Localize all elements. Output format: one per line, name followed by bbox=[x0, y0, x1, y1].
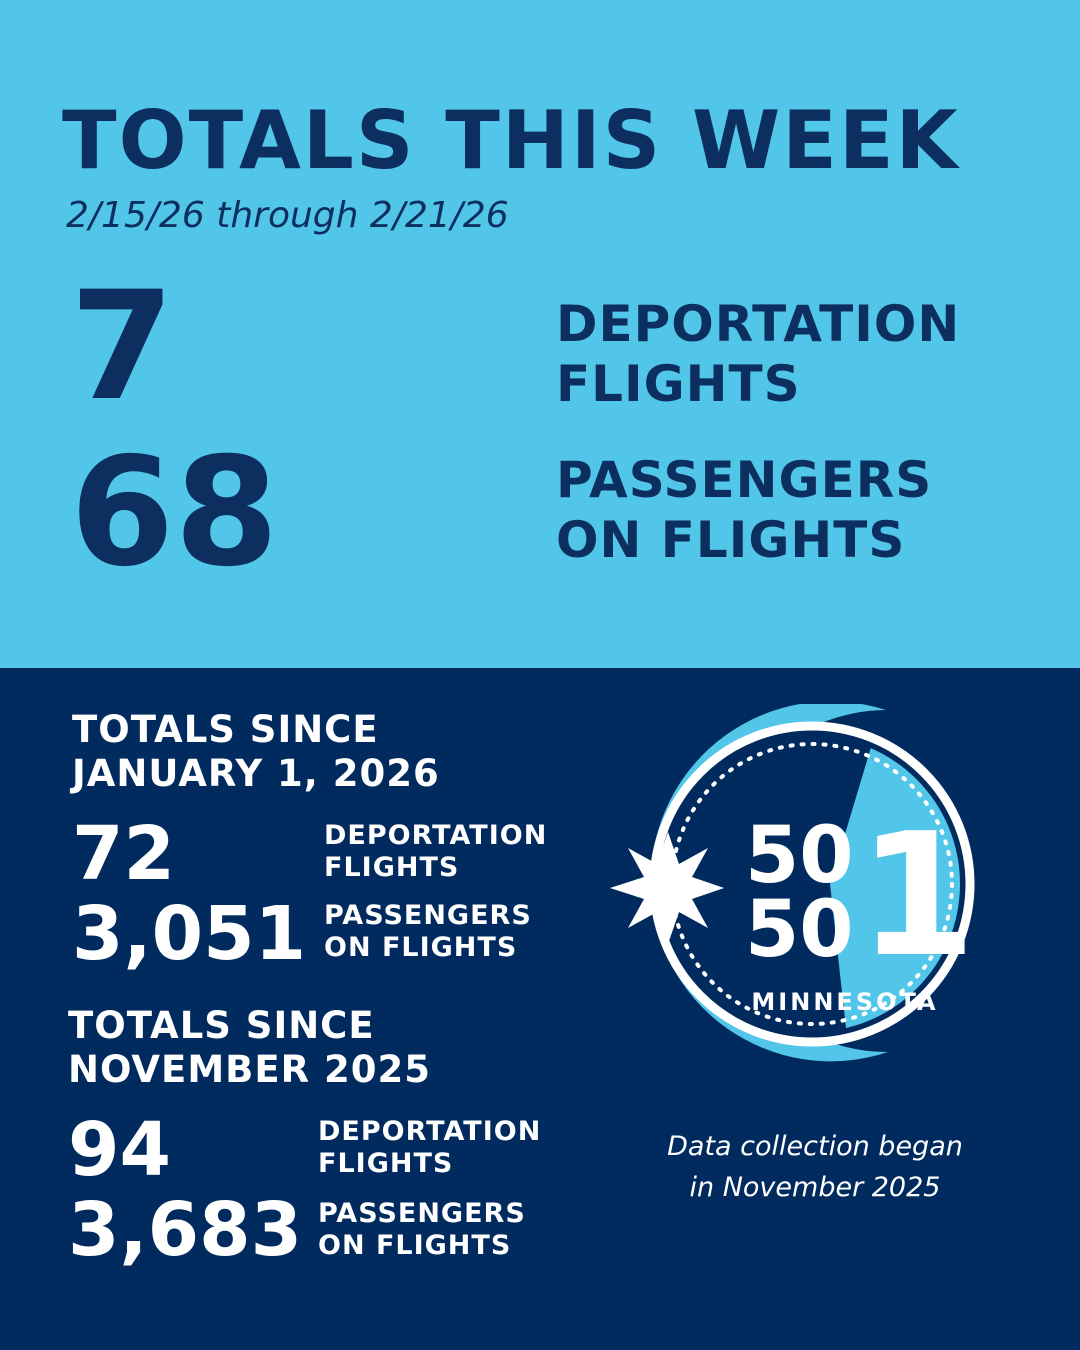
since-january-flights-count: 72 bbox=[72, 811, 175, 897]
logo-state-name: MINNESOTA bbox=[751, 988, 938, 1016]
north-star-icon bbox=[610, 832, 724, 944]
since-november-flights-label: DEPORTATION FLIGHTS bbox=[318, 1116, 542, 1179]
logo-digits-top: 50 bbox=[745, 811, 854, 901]
weekly-totals-panel: TOTALS THIS WEEK 2/15/26 through 2/21/26… bbox=[0, 0, 1080, 668]
weekly-flights-count: 7 bbox=[70, 260, 175, 434]
weekly-passengers-count: 68 bbox=[70, 426, 279, 600]
since-november-heading: TOTALS SINCE NOVEMBER 2025 bbox=[68, 1004, 431, 1091]
weekly-passengers-label: PASSENGERS ON FLIGHTS bbox=[556, 451, 933, 569]
logo-wedge bbox=[830, 736, 960, 1032]
cumulative-totals-panel: TOTALS SINCE JANUARY 1, 2026 72 DEPORTAT… bbox=[0, 668, 1080, 1350]
since-january-passengers-count: 3,051 bbox=[72, 891, 307, 977]
weekly-title: TOTALS THIS WEEK bbox=[62, 94, 960, 187]
50501-minnesota-logo: 50 50 1 MINNESOTA bbox=[610, 704, 976, 1062]
since-january-passengers-label: PASSENGERS ON FLIGHTS bbox=[324, 900, 532, 963]
since-january-heading: TOTALS SINCE JANUARY 1, 2026 bbox=[72, 708, 440, 795]
weekly-date-range: 2/15/26 through 2/21/26 bbox=[66, 195, 509, 236]
logo-digit-large: 1 bbox=[858, 797, 976, 995]
logo-digits-bottom: 50 bbox=[745, 885, 854, 975]
since-november-passengers-label: PASSENGERS ON FLIGHTS bbox=[318, 1198, 526, 1261]
since-january-flights-label: DEPORTATION FLIGHTS bbox=[324, 820, 548, 883]
since-november-flights-count: 94 bbox=[68, 1107, 171, 1193]
since-november-passengers-count: 3,683 bbox=[68, 1187, 303, 1273]
weekly-flights-label: DEPORTATION FLIGHTS bbox=[556, 295, 961, 413]
data-collection-footnote: Data collection began in November 2025 bbox=[667, 1131, 963, 1203]
